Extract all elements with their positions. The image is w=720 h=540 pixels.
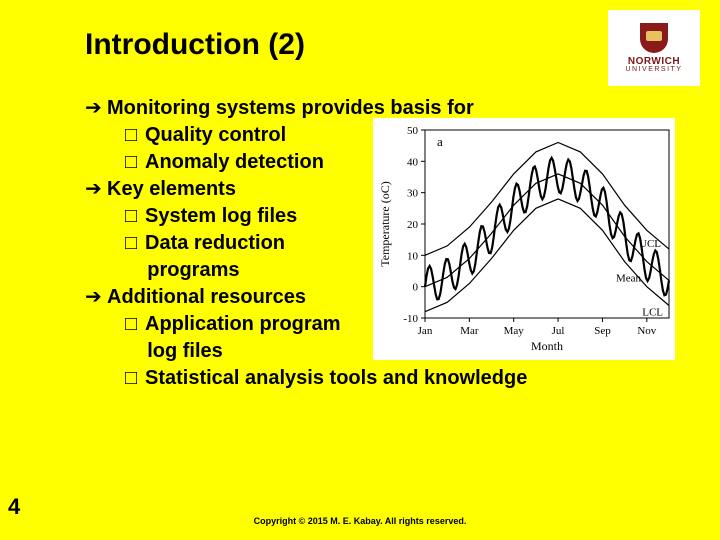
slide-title: Introduction (2) xyxy=(85,28,305,62)
svg-text:Mean: Mean xyxy=(616,273,642,285)
svg-text:50: 50 xyxy=(407,125,419,137)
svg-text:Nov: Nov xyxy=(637,325,656,337)
svg-text:-10: -10 xyxy=(403,313,418,325)
svg-text:UCL: UCL xyxy=(639,238,661,250)
svg-text:30: 30 xyxy=(407,188,419,200)
svg-text:20: 20 xyxy=(407,219,419,231)
temperature-chart: -10 0 10 20 30 40 50 Jan Mar May Jul Sep Nov Month Tem… xyxy=(373,118,675,360)
logo-sub: UNIVERSITY xyxy=(625,66,682,73)
svg-text:Jan: Jan xyxy=(418,325,433,337)
svg-text:Jul: Jul xyxy=(552,325,565,337)
svg-text:10: 10 xyxy=(407,250,419,262)
svg-text:May: May xyxy=(504,325,525,337)
crest-icon xyxy=(640,23,668,53)
svg-text:a: a xyxy=(437,134,443,149)
bullet-level2: Statistical analysis tools and knowledge xyxy=(125,365,685,392)
svg-text:40: 40 xyxy=(407,156,419,168)
svg-text:Month: Month xyxy=(531,339,563,353)
chart-svg: -10 0 10 20 30 40 50 Jan Mar May Jul Sep Nov Month Tem… xyxy=(373,118,675,360)
svg-text:0: 0 xyxy=(413,282,419,294)
copyright: Copyright © 2015 M. E. Kabay. All rights… xyxy=(0,516,720,526)
university-logo: NORWICH UNIVERSITY xyxy=(608,10,700,86)
svg-text:Mar: Mar xyxy=(460,325,479,337)
svg-text:Temperature (oC): Temperature (oC) xyxy=(378,181,392,266)
svg-text:Sep: Sep xyxy=(594,325,611,337)
svg-text:LCL: LCL xyxy=(642,306,663,318)
